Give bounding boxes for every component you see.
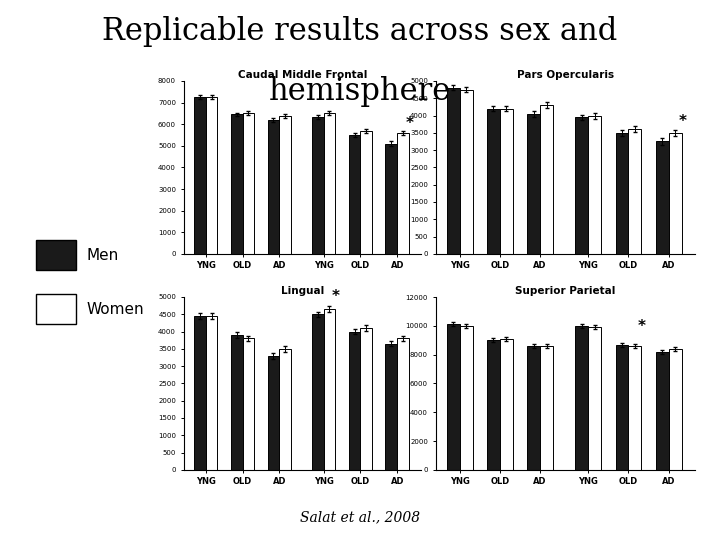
- Bar: [459, 326, 472, 470]
- Bar: [459, 90, 472, 254]
- Bar: [243, 339, 254, 470]
- Bar: [447, 325, 459, 470]
- Bar: [616, 345, 629, 470]
- Bar: [385, 343, 397, 470]
- Title: Superior Parietal: Superior Parietal: [515, 286, 616, 296]
- Bar: [540, 346, 553, 470]
- Bar: [629, 130, 642, 254]
- Text: Women: Women: [86, 302, 144, 316]
- Bar: [527, 114, 540, 254]
- Title: Lingual: Lingual: [281, 286, 324, 296]
- Bar: [575, 117, 588, 254]
- Bar: [206, 316, 217, 470]
- Bar: [194, 316, 206, 470]
- Text: *: *: [678, 114, 686, 130]
- Bar: [540, 105, 553, 254]
- Text: *: *: [406, 116, 414, 131]
- Bar: [527, 346, 540, 470]
- Bar: [206, 97, 217, 254]
- Bar: [500, 109, 513, 254]
- Bar: [656, 141, 669, 254]
- Bar: [575, 326, 588, 470]
- Bar: [447, 88, 459, 254]
- Bar: [669, 349, 682, 470]
- Bar: [629, 346, 642, 470]
- Bar: [588, 116, 601, 254]
- Text: Men: Men: [86, 248, 119, 262]
- Bar: [312, 117, 323, 254]
- Bar: [588, 327, 601, 470]
- Bar: [312, 314, 323, 470]
- Text: *: *: [332, 289, 340, 304]
- Bar: [268, 120, 279, 254]
- Text: *: *: [638, 320, 646, 334]
- Bar: [323, 113, 336, 254]
- Bar: [656, 352, 669, 470]
- Title: Caudal Middle Frontal: Caudal Middle Frontal: [238, 70, 367, 80]
- Bar: [348, 332, 361, 470]
- Bar: [397, 339, 409, 470]
- Bar: [385, 144, 397, 254]
- Bar: [194, 97, 206, 254]
- Bar: [230, 335, 243, 470]
- Title: Pars Opercularis: Pars Opercularis: [517, 70, 613, 80]
- Text: hemisphere: hemisphere: [269, 76, 451, 106]
- Bar: [268, 356, 279, 470]
- Bar: [616, 133, 629, 254]
- Bar: [487, 109, 500, 254]
- Bar: [243, 113, 254, 254]
- Bar: [500, 339, 513, 470]
- Bar: [323, 309, 336, 470]
- Bar: [669, 133, 682, 254]
- Bar: [279, 349, 291, 470]
- Bar: [487, 340, 500, 470]
- Bar: [230, 114, 243, 254]
- Bar: [397, 133, 409, 254]
- Bar: [279, 116, 291, 254]
- Text: Salat et al., 2008: Salat et al., 2008: [300, 510, 420, 524]
- Text: Replicable results across sex and: Replicable results across sex and: [102, 16, 618, 47]
- Bar: [348, 135, 361, 254]
- Bar: [361, 328, 372, 470]
- Bar: [361, 131, 372, 254]
